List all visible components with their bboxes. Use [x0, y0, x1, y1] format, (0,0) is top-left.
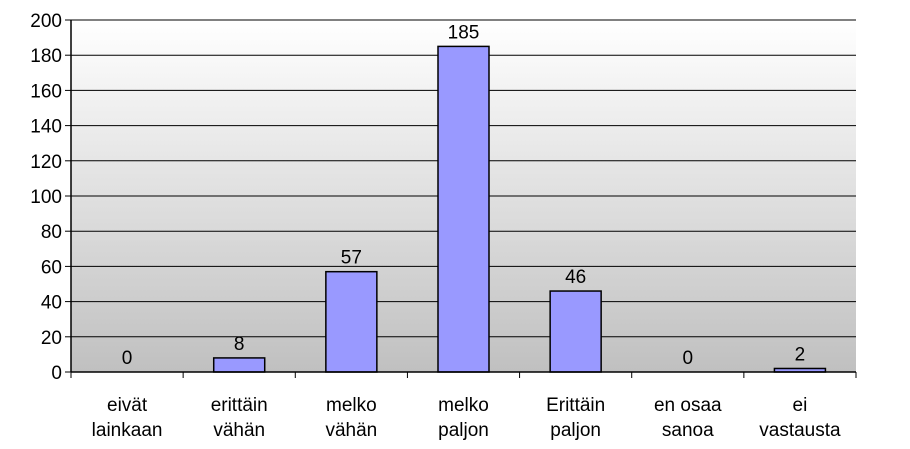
data-label: 0 — [122, 348, 133, 369]
x-tick-label-line: eivät — [107, 395, 148, 416]
y-tick-label: 120 — [30, 152, 62, 173]
x-tick-label-line: en osaa — [654, 395, 722, 416]
x-tick-label-line: melko — [438, 395, 489, 416]
y-tick-label: 100 — [30, 187, 62, 208]
y-tick-label: 140 — [30, 117, 62, 138]
x-tick-label: en osaa sanoa — [654, 395, 722, 441]
x-tick-label-line: sanoa — [662, 420, 714, 441]
x-tick-label-line: Erittäin — [546, 395, 605, 416]
bar — [325, 270, 378, 373]
x-tick-label-line: vähän — [325, 420, 377, 441]
bar — [212, 357, 266, 373]
y-tick-label: 20 — [41, 328, 62, 349]
y-tick-label: 160 — [30, 81, 62, 102]
data-label: 57 — [341, 248, 362, 269]
y-tick-label: 200 — [30, 11, 62, 32]
axes — [70, 20, 857, 378]
data-label: 2 — [795, 344, 806, 365]
x-tick-label-line: vastausta — [759, 420, 841, 441]
x-tick-label: melko vähän — [325, 395, 377, 441]
x-tick-label: ei vastausta — [759, 395, 841, 441]
x-tick-label-line: paljon — [550, 420, 601, 441]
y-tick-label: 180 — [30, 46, 62, 67]
x-tick-label: Erittäin paljon — [546, 395, 605, 441]
x-tick-label-line: paljon — [438, 420, 489, 441]
y-tick-label: 60 — [41, 257, 62, 278]
data-labels: 0 8 57 185 46 0 2 — [122, 22, 805, 369]
y-tick-label: 0 — [51, 363, 62, 384]
data-label: 46 — [565, 267, 586, 288]
y-tick-label: 80 — [41, 222, 62, 243]
x-tick-label: erittäin vähän — [211, 395, 268, 441]
bar — [437, 45, 490, 373]
x-tick-label-line: vähän — [213, 420, 265, 441]
bar — [549, 290, 602, 373]
data-label: 8 — [234, 334, 245, 355]
y-tick-labels: 0 20 40 60 80 100 120 140 160 180 200 — [30, 11, 62, 384]
x-tick-label-line: ei — [793, 395, 808, 416]
y-tick-label: 40 — [41, 293, 62, 314]
bars — [212, 45, 827, 373]
data-label: 0 — [682, 348, 693, 369]
x-tick-label: melko paljon — [438, 395, 489, 441]
x-tick-label-line: melko — [326, 395, 377, 416]
x-tick-label-line: erittäin — [211, 395, 268, 416]
data-label: 185 — [448, 22, 480, 43]
x-tick-label: eivät lainkaan — [92, 395, 163, 441]
x-tick-label-line: lainkaan — [92, 420, 163, 441]
